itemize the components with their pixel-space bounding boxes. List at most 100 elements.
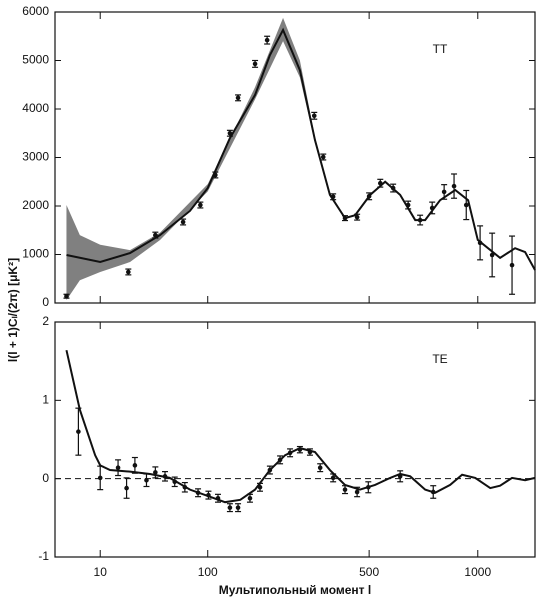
x-tick-label: 1000 — [464, 565, 491, 579]
point — [153, 470, 158, 475]
data-point — [97, 465, 104, 491]
data-point — [509, 235, 516, 295]
data-point — [205, 490, 212, 500]
point — [451, 183, 457, 189]
y-tick-label: 0 — [42, 295, 49, 309]
plot-frame — [54, 321, 536, 558]
point — [307, 449, 313, 455]
x-tick-label: 100 — [198, 565, 218, 579]
data-point — [342, 485, 349, 495]
point — [397, 474, 403, 479]
x-axis-label: Мультипольный момент l — [219, 583, 371, 597]
data-point — [287, 448, 294, 458]
point — [252, 61, 258, 67]
model-curve — [66, 27, 536, 271]
data-point — [212, 171, 219, 179]
y-tick-label: 2000 — [22, 198, 49, 212]
data-point — [181, 481, 188, 493]
point — [354, 489, 360, 495]
data-point — [63, 293, 70, 299]
point — [195, 490, 201, 496]
point — [162, 474, 168, 479]
data-point — [131, 456, 138, 474]
data-point — [257, 482, 264, 492]
data-point — [115, 459, 122, 477]
panel-label: TT — [433, 42, 448, 56]
data-point — [330, 473, 337, 483]
data-point — [195, 488, 202, 498]
data-point — [152, 231, 159, 239]
data-point — [277, 455, 284, 465]
data-point — [123, 477, 130, 499]
point — [97, 475, 103, 481]
x-tick-label: 500 — [359, 565, 379, 579]
data-point — [235, 94, 242, 102]
data-point — [226, 503, 233, 513]
data-point — [320, 153, 327, 161]
point — [235, 505, 241, 510]
point — [477, 240, 483, 246]
data-point — [377, 178, 384, 188]
point — [377, 180, 383, 186]
point — [153, 232, 158, 238]
point — [509, 262, 515, 268]
y-tick-label: 0 — [42, 471, 49, 485]
y-tick-label: 2 — [42, 314, 49, 328]
data-point — [441, 184, 448, 200]
data-point — [197, 201, 204, 209]
point — [182, 484, 188, 490]
point — [267, 467, 273, 473]
point — [215, 495, 221, 501]
data-point — [252, 59, 259, 68]
point — [206, 492, 211, 498]
data-point — [152, 466, 159, 479]
point — [213, 172, 218, 178]
point — [227, 505, 233, 510]
data-point — [226, 129, 233, 137]
data-point — [366, 192, 373, 201]
data-point — [171, 476, 178, 488]
y-tick-label: 1 — [42, 393, 49, 407]
data-point — [390, 183, 397, 193]
y-tick-label: 1000 — [22, 247, 49, 261]
data-point — [365, 481, 372, 494]
data-point — [235, 503, 242, 513]
point — [257, 484, 263, 490]
data-point — [180, 218, 187, 226]
data-point — [125, 268, 132, 276]
panel-label: TE — [432, 352, 447, 366]
data-point — [417, 214, 424, 226]
data-point — [397, 470, 404, 483]
data-point — [342, 215, 349, 222]
data-point — [463, 189, 470, 221]
point — [320, 154, 326, 160]
data-point — [489, 232, 496, 278]
point — [311, 113, 317, 119]
data-point — [405, 200, 412, 210]
point — [430, 489, 436, 495]
point — [172, 479, 178, 485]
data-point — [264, 35, 271, 45]
y-tick-label: 3000 — [22, 150, 49, 164]
y-tick-label: 4000 — [22, 101, 49, 115]
point — [76, 429, 81, 434]
data-point — [330, 193, 337, 201]
point — [124, 485, 129, 491]
point — [64, 293, 69, 299]
y-tick-label: -1 — [38, 549, 49, 563]
point — [366, 484, 371, 490]
y-axis-label: l(l + 1)Cₗ/(2π) [μK²] — [6, 258, 20, 362]
point — [227, 130, 233, 136]
data-point — [429, 201, 436, 215]
point — [441, 189, 447, 195]
point — [132, 463, 138, 468]
point — [342, 487, 348, 492]
point — [405, 202, 411, 208]
point — [342, 215, 348, 221]
data-point — [354, 486, 361, 498]
point — [330, 475, 336, 481]
point — [144, 477, 149, 483]
data-point — [451, 173, 458, 199]
